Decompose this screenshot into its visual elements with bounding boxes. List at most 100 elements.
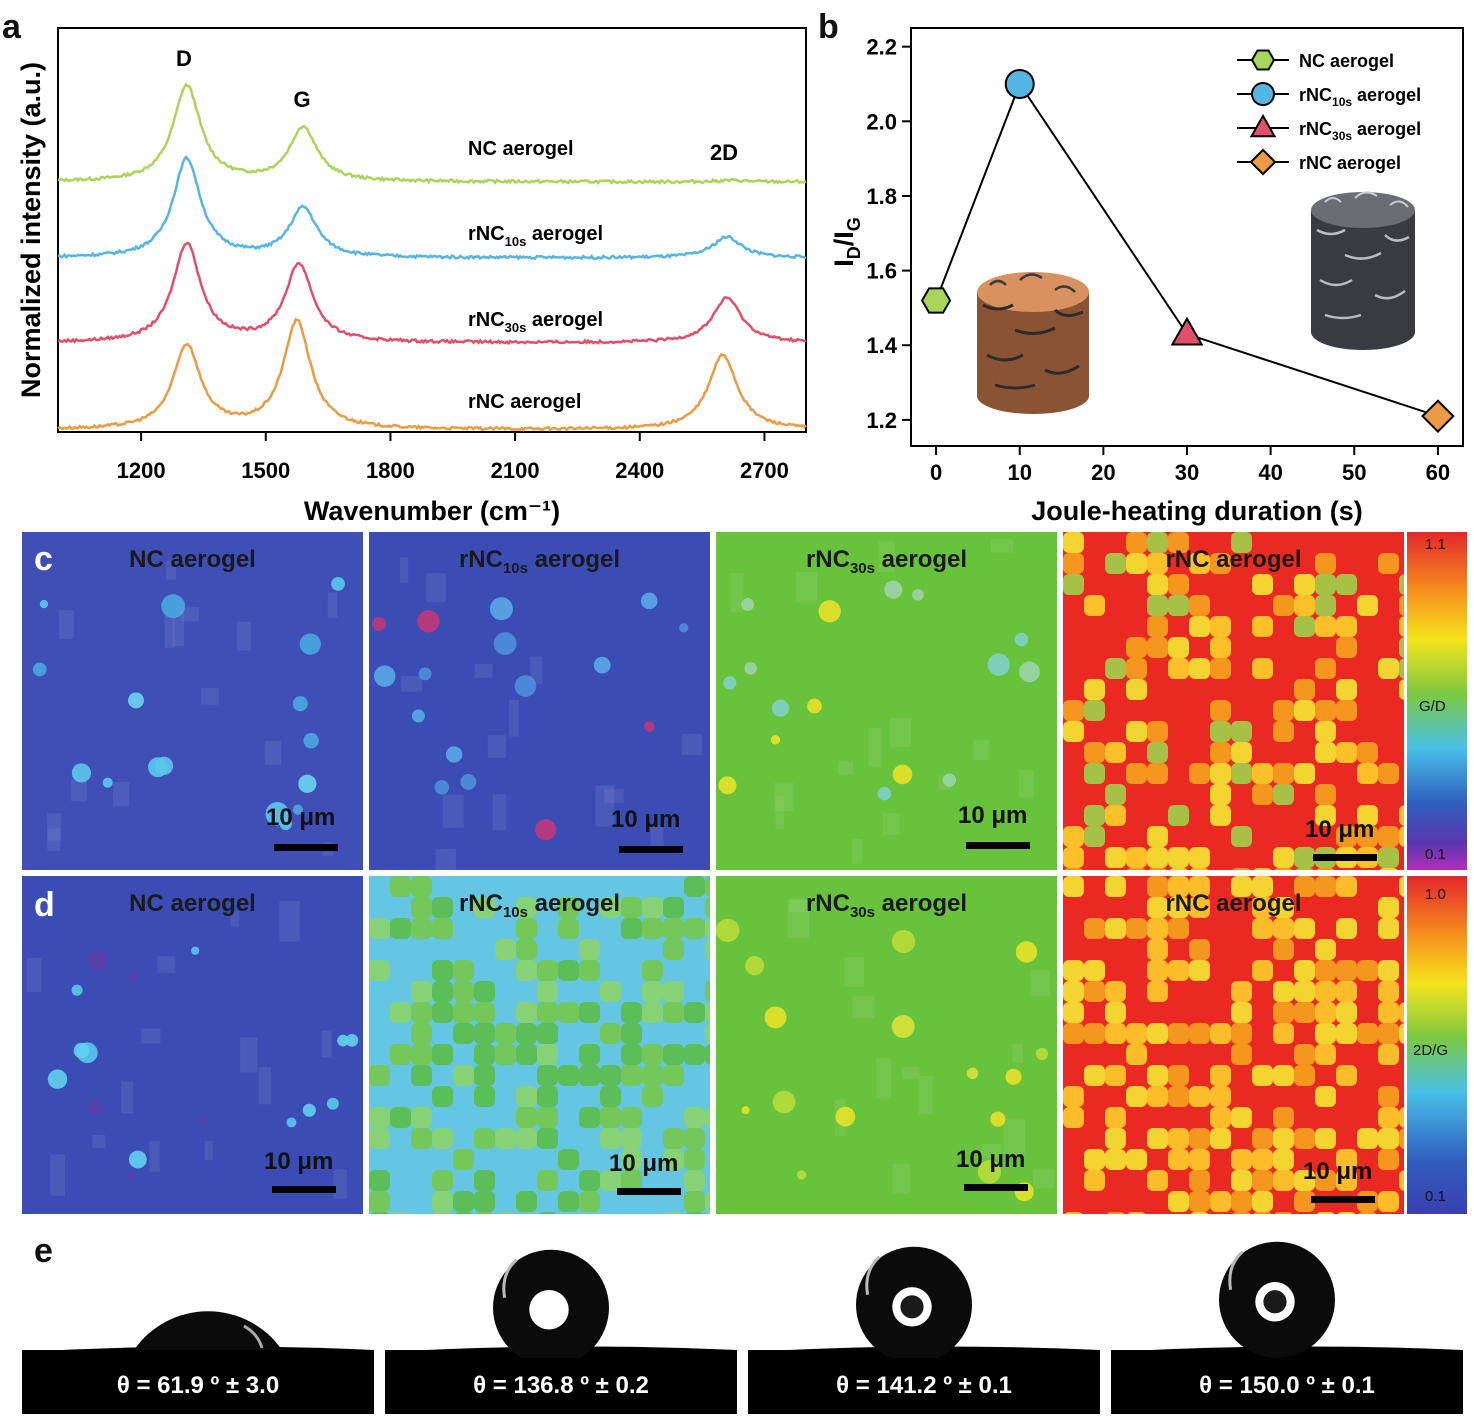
map-pixel bbox=[1063, 981, 1084, 1002]
map-pixel bbox=[1315, 784, 1336, 805]
map-pixel bbox=[684, 1002, 705, 1023]
map-pixel bbox=[1084, 981, 1105, 1002]
map-pixel bbox=[1210, 1086, 1231, 1107]
map-pixel bbox=[1253, 1212, 1272, 1214]
map-title: rNC30s aerogel bbox=[805, 890, 968, 921]
map-pixel bbox=[1105, 805, 1126, 826]
scale-bar bbox=[272, 1186, 336, 1193]
gd-map-rnc10s-aerogel-image bbox=[369, 532, 710, 870]
gd-map-nc-aerogel: NC aerogel 10 μm bbox=[22, 532, 363, 870]
map-spot bbox=[807, 698, 822, 714]
map-pixel bbox=[1147, 876, 1168, 897]
map-spot bbox=[990, 1111, 1006, 1127]
map-pixel bbox=[432, 960, 453, 981]
map-pixel bbox=[1189, 616, 1210, 637]
map-texture bbox=[492, 794, 507, 831]
substrate-edge bbox=[22, 1346, 374, 1356]
map-pixel bbox=[1147, 595, 1168, 616]
contact-angle-label-rnc: θ = 150.0 º ± 0.1 bbox=[1111, 1358, 1463, 1414]
map-pixel bbox=[1232, 1212, 1251, 1214]
map-pixel bbox=[1168, 1191, 1189, 1212]
map-pixel bbox=[1189, 658, 1210, 679]
map-pixel bbox=[1274, 1212, 1293, 1214]
map-pixel bbox=[600, 897, 621, 918]
map-pixel bbox=[432, 1002, 453, 1023]
map-pixel bbox=[1378, 1086, 1399, 1107]
map-pixel bbox=[1399, 637, 1404, 658]
map-pixel bbox=[1273, 1128, 1294, 1149]
map-pixel bbox=[1084, 1023, 1105, 1044]
map-pixel bbox=[1399, 1002, 1404, 1023]
map-pixel bbox=[663, 918, 684, 939]
map-pixel bbox=[579, 960, 600, 981]
map-pixel bbox=[1399, 1128, 1404, 1149]
map-pixel bbox=[474, 981, 495, 1002]
map-pixel bbox=[1126, 721, 1147, 742]
map-pixel bbox=[1336, 679, 1357, 700]
ratio-data-point bbox=[1170, 316, 1204, 346]
map-texture bbox=[1032, 1168, 1054, 1189]
map-pixel bbox=[537, 1002, 558, 1023]
map-pixel bbox=[1210, 742, 1231, 763]
map-pixel bbox=[1253, 868, 1272, 870]
map-texture bbox=[1003, 1118, 1026, 1155]
map-pixel bbox=[474, 1170, 495, 1191]
ratio-x-tick-label: 50 bbox=[1342, 460, 1366, 485]
droplet-highlight bbox=[529, 1289, 569, 1330]
map-pixel bbox=[1231, 742, 1252, 763]
map-pixel bbox=[1252, 876, 1273, 897]
map-pixel bbox=[1105, 847, 1126, 868]
map-pixel bbox=[433, 1212, 452, 1214]
map-pixel bbox=[663, 897, 684, 918]
map-spot bbox=[102, 777, 113, 788]
map-pixel bbox=[1252, 1128, 1273, 1149]
map-spot bbox=[128, 692, 144, 709]
map-spot bbox=[1005, 1068, 1022, 1085]
map-pixel bbox=[1084, 700, 1105, 721]
map-spot bbox=[161, 594, 186, 619]
map-pixel bbox=[1252, 1065, 1273, 1086]
map-pixel bbox=[1273, 721, 1294, 742]
map-pixel bbox=[1252, 1149, 1273, 1170]
map-texture bbox=[918, 1075, 933, 1115]
raman-x-tick-label: 2400 bbox=[615, 458, 664, 483]
map-title: rNC10s aerogel bbox=[458, 546, 621, 577]
2dg-map-rnc-aerogel: rNC aerogel 10 μm bbox=[1063, 876, 1404, 1214]
map-pixel bbox=[558, 1065, 579, 1086]
map-texture bbox=[164, 606, 175, 648]
map-pixel bbox=[1316, 868, 1335, 870]
map-pixel bbox=[663, 1044, 684, 1065]
map-pixel bbox=[1147, 763, 1168, 784]
map-pixel bbox=[1064, 868, 1083, 870]
map-pixel bbox=[1273, 1002, 1294, 1023]
map-pixel bbox=[1147, 847, 1168, 868]
map-pixel bbox=[453, 1002, 474, 1023]
scale-bar bbox=[966, 842, 1030, 849]
legend-label: rNC10s aerogel bbox=[1299, 85, 1421, 109]
map-pixel bbox=[1210, 658, 1231, 679]
map-pixel bbox=[411, 1044, 432, 1065]
nc-aerogel-cylinder-illustration bbox=[977, 272, 1089, 414]
map-pixel bbox=[537, 1023, 558, 1044]
map-pixel bbox=[390, 918, 411, 939]
map-pixel bbox=[391, 1212, 410, 1214]
map-pixel bbox=[1273, 897, 1294, 918]
map-pixel bbox=[516, 897, 537, 918]
map-spot bbox=[891, 1015, 915, 1038]
map-pixel bbox=[1189, 595, 1210, 616]
map-pixel bbox=[621, 1044, 642, 1065]
map-spot bbox=[644, 721, 655, 732]
map-texture bbox=[795, 572, 818, 603]
map-pixel bbox=[1315, 960, 1336, 981]
map-title: rNC30s aerogel bbox=[805, 546, 968, 577]
map-pixel bbox=[558, 960, 579, 981]
map-spot bbox=[741, 597, 755, 611]
map-pixel bbox=[579, 1044, 600, 1065]
map-pixel bbox=[1294, 918, 1315, 939]
map-pixel bbox=[1105, 784, 1126, 805]
map-pixel bbox=[411, 1023, 432, 1044]
map-pixel bbox=[1273, 784, 1294, 805]
map-pixel bbox=[1315, 939, 1336, 960]
map-spot bbox=[445, 746, 463, 763]
map-spot bbox=[47, 1069, 68, 1089]
